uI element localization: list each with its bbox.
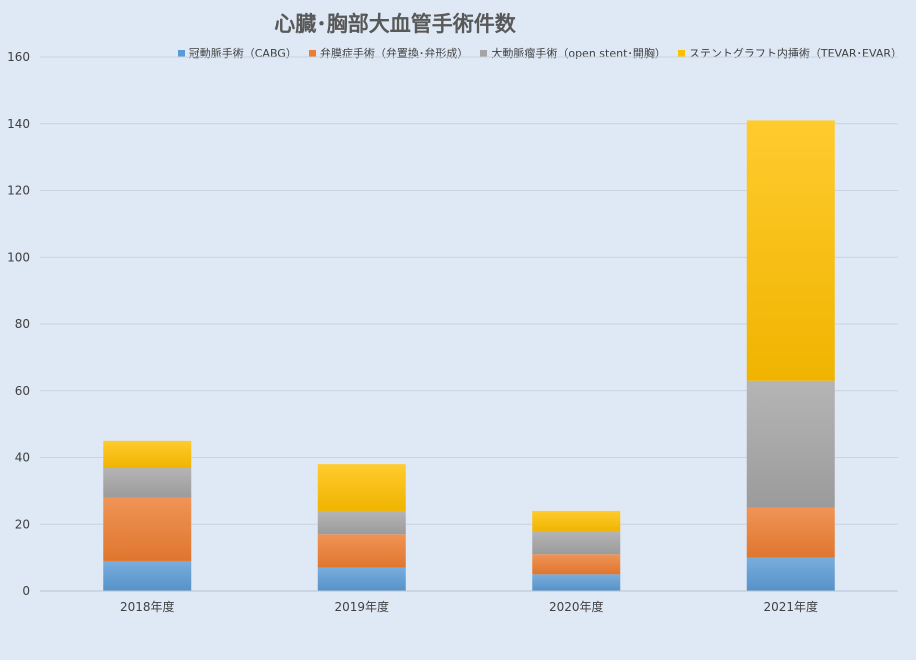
legend-swatch bbox=[677, 49, 685, 57]
bar-segment bbox=[746, 380, 835, 508]
bars bbox=[103, 120, 835, 591]
legend-swatch bbox=[308, 49, 316, 57]
bar-segment bbox=[317, 567, 406, 591]
bar-segment bbox=[532, 554, 621, 575]
bar-segment bbox=[746, 507, 835, 558]
bar-segment bbox=[317, 464, 406, 511]
bar-segment bbox=[103, 560, 192, 591]
bar-segment bbox=[103, 440, 192, 468]
bar-segment bbox=[746, 557, 835, 591]
y-tick-label: 0 bbox=[22, 584, 30, 598]
x-tick-label: 2018年度 bbox=[120, 599, 175, 614]
y-tick-label: 160 bbox=[7, 50, 30, 64]
bar-segment bbox=[532, 530, 621, 555]
bar-segment bbox=[317, 534, 406, 568]
y-tick-label: 40 bbox=[15, 451, 30, 465]
legend-swatch bbox=[480, 49, 488, 57]
y-tick-label: 140 bbox=[7, 117, 30, 131]
x-tick-label: 2021年度 bbox=[763, 599, 818, 614]
y-tick-label: 60 bbox=[15, 384, 30, 398]
x-tick-label: 2020年度 bbox=[549, 599, 604, 614]
bar-segment bbox=[532, 574, 621, 591]
bar-segment bbox=[103, 497, 192, 561]
axis: 0 20 40 60 80 100 120 140 160 2018年度 2019年度 2020年度 2… bbox=[7, 50, 898, 614]
y-tick-label: 120 bbox=[7, 184, 30, 198]
chart-title: 心臓･胸部大血管手術件数 bbox=[274, 12, 516, 36]
bar-segment bbox=[532, 510, 621, 531]
bar-segment bbox=[317, 510, 406, 535]
y-tick-label: 80 bbox=[15, 317, 30, 331]
y-tick-label: 100 bbox=[7, 250, 30, 264]
legend-swatch bbox=[177, 49, 185, 57]
y-tick-label: 20 bbox=[15, 517, 30, 531]
x-tick-label: 2019年度 bbox=[334, 599, 389, 614]
bar-segment bbox=[746, 120, 835, 381]
bar-segment bbox=[103, 467, 192, 498]
